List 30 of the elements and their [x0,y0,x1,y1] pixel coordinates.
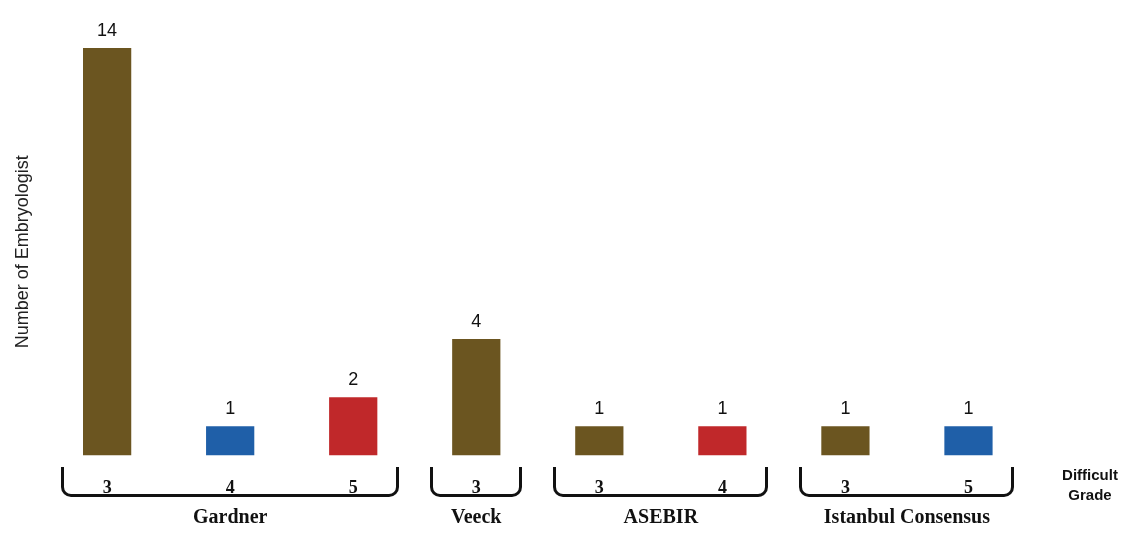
x-tick-label: 3 [594,476,604,497]
data-label: 1 [225,398,236,419]
bar [575,426,624,456]
data-label: 1 [840,398,851,419]
bar [821,426,870,456]
x-tick-label: 5 [963,476,973,497]
bar [206,426,255,456]
x-tick-label: 4 [225,476,235,497]
text: Gardner [192,505,268,529]
x-tick-label: 3 [840,476,850,497]
data-label: 14 [97,19,118,40]
bar [944,426,993,456]
bar [329,397,378,456]
x-axis-title: Difficult Grade [1061,465,1119,506]
data-label: 1 [717,398,728,419]
y-axis-title: Number of Embryologist [11,155,32,349]
text: Veeck [451,505,502,529]
bar [452,339,501,456]
data-label: 4 [471,310,482,331]
text: ASEBIR [623,505,699,529]
x-tick-label: 4 [717,476,727,497]
bar [698,426,747,456]
x-tick-label: 5 [348,476,358,497]
x-tick-label: 3 [102,476,112,497]
data-label: 1 [963,398,974,419]
x-tick-label: 3 [471,476,481,497]
data-label: 1 [594,398,605,419]
text: Istanbul Consensus [823,505,991,529]
data-label: 2 [348,369,359,390]
bar [83,48,132,456]
